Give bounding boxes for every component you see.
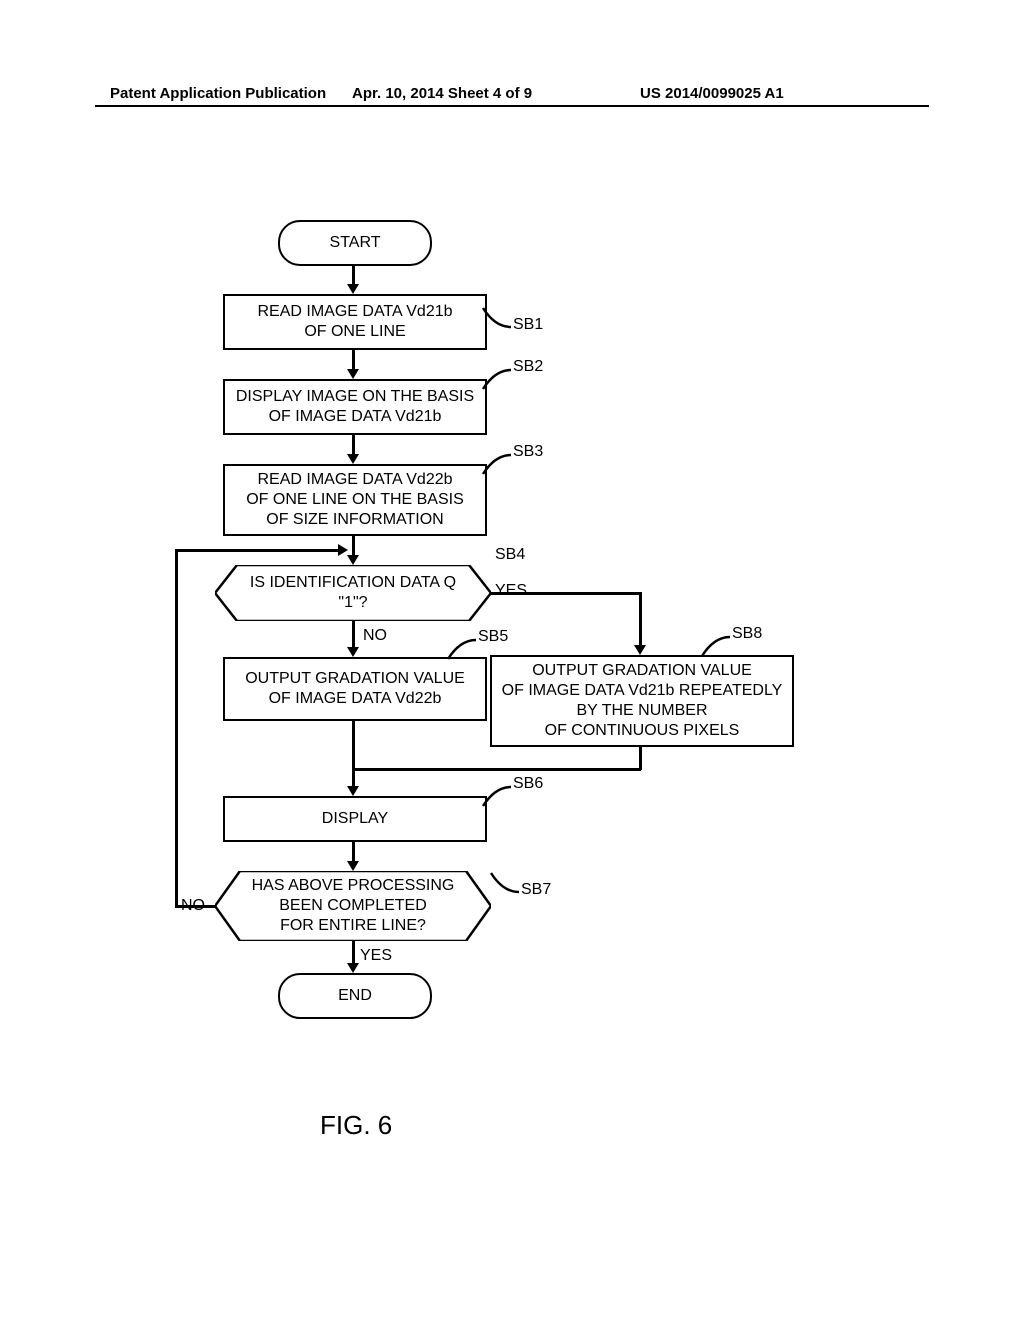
sb1-text: READ IMAGE DATA Vd21b OF ONE LINE: [257, 302, 452, 342]
arrow-icon: [347, 369, 359, 379]
sb3-text: READ IMAGE DATA Vd22b OF ONE LINE ON THE…: [246, 470, 464, 530]
node-sb2: DISPLAY IMAGE ON THE BASIS OF IMAGE DATA…: [223, 379, 487, 435]
conn: [175, 549, 340, 552]
node-sb8: OUTPUT GRADATION VALUE OF IMAGE DATA Vd2…: [490, 655, 794, 747]
conn: [639, 592, 642, 647]
conn: [352, 941, 355, 965]
arrow-icon: [347, 786, 359, 796]
sb3-tag: SB3: [513, 443, 543, 461]
sb6-tag: SB6: [513, 775, 543, 793]
conn: [639, 746, 642, 770]
sb5-tag: SB5: [478, 628, 508, 646]
sb7-yes: YES: [360, 947, 392, 965]
conn: [352, 768, 641, 771]
arrow-icon: [347, 963, 359, 973]
conn: [352, 349, 355, 371]
sb7-tag: SB7: [521, 881, 551, 899]
arrow-icon: [347, 861, 359, 871]
sb2-tag: SB2: [513, 358, 543, 376]
arrow-icon: [347, 284, 359, 294]
sb4-tag: SB4: [495, 546, 525, 564]
node-sb3: READ IMAGE DATA Vd22b OF ONE LINE ON THE…: [223, 464, 487, 536]
header-rule: [95, 105, 929, 107]
node-sb1: READ IMAGE DATA Vd21b OF ONE LINE: [223, 294, 487, 350]
conn: [352, 434, 355, 456]
sb6-text: DISPLAY: [322, 809, 388, 829]
figure-caption: FIG. 6: [320, 1110, 392, 1141]
header-publication: Patent Application Publication: [110, 85, 326, 102]
node-start: START: [278, 220, 432, 266]
start-text: START: [330, 233, 381, 253]
sb4-text: IS IDENTIFICATION DATA Q "1"?: [250, 573, 456, 613]
sb8-tag: SB8: [732, 625, 762, 643]
conn: [352, 720, 355, 788]
conn: [175, 905, 215, 908]
header-date-sheet: Apr. 10, 2014 Sheet 4 of 9: [352, 85, 532, 102]
node-end: END: [278, 973, 432, 1019]
sb7-text: HAS ABOVE PROCESSING BEEN COMPLETED FOR …: [252, 876, 455, 936]
arrow-icon: [347, 454, 359, 464]
sb4-no: NO: [363, 627, 387, 645]
conn: [491, 592, 641, 595]
sb7-textbox: HAS ABOVE PROCESSING BEEN COMPLETED FOR …: [215, 871, 491, 941]
sb8-text: OUTPUT GRADATION VALUE OF IMAGE DATA Vd2…: [502, 661, 783, 741]
node-sb6: DISPLAY: [223, 796, 487, 842]
conn: [175, 549, 178, 907]
arrow-icon: [347, 555, 359, 565]
header-pub-number: US 2014/0099025 A1: [640, 85, 784, 102]
conn: [352, 535, 355, 557]
conn: [352, 264, 355, 286]
sb2-text: DISPLAY IMAGE ON THE BASIS OF IMAGE DATA…: [236, 387, 474, 427]
conn: [352, 621, 355, 649]
arrow-icon: [338, 544, 348, 556]
arrow-icon: [347, 647, 359, 657]
sb4-textbox: IS IDENTIFICATION DATA Q "1"?: [215, 565, 491, 621]
conn: [352, 841, 355, 863]
arrow-icon: [634, 645, 646, 655]
sb1-tag: SB1: [513, 316, 543, 334]
end-text: END: [338, 986, 372, 1006]
flowchart: START READ IMAGE DATA Vd21b OF ONE LINE …: [0, 200, 1024, 1200]
sb5-text: OUTPUT GRADATION VALUE OF IMAGE DATA Vd2…: [245, 669, 465, 709]
sb4-yes: YES: [495, 582, 527, 600]
